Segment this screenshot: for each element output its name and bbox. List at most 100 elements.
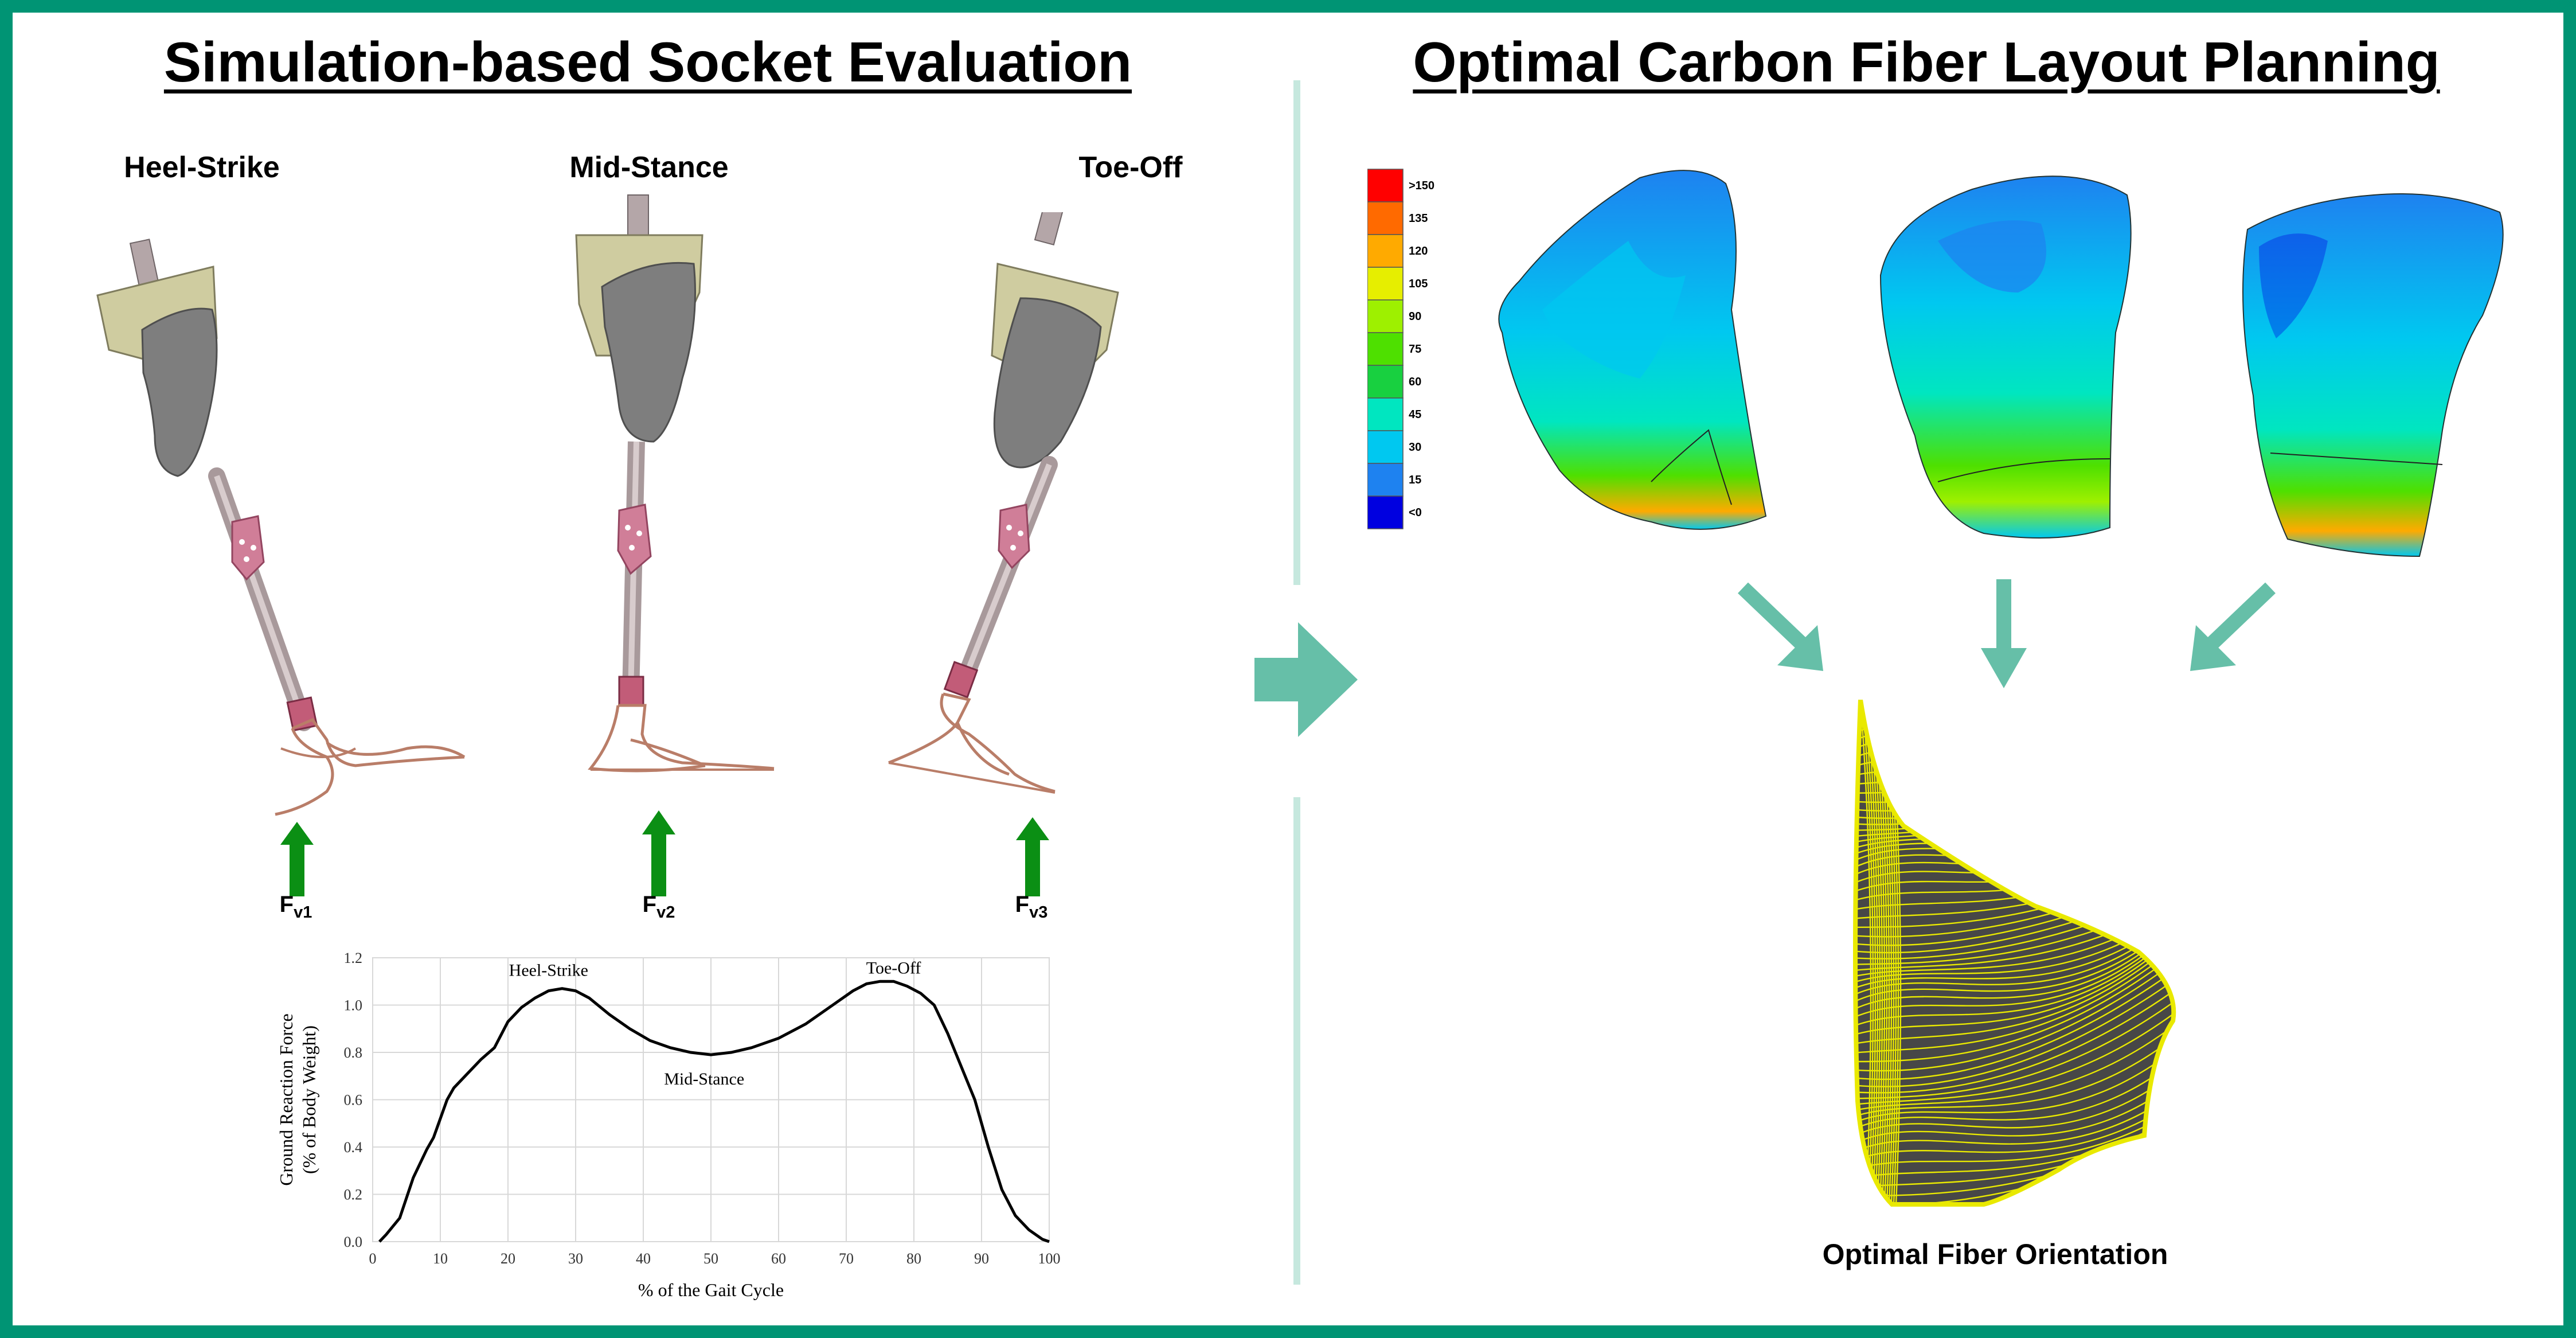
fiber-streamline — [1855, 939, 2174, 1055]
grf-series-line — [378, 980, 1050, 1243]
y-tick-label: 0.4 — [344, 1139, 363, 1156]
transition-arrow — [1254, 622, 1358, 737]
fiber-streamline — [1862, 700, 1874, 1204]
prosthesis-mid-stance — [575, 194, 775, 773]
fiber-streamline — [1855, 700, 2174, 772]
fiber-streamline — [1855, 1085, 2174, 1160]
colorbar-swatch — [1367, 463, 1404, 497]
prosthesis-toe-off — [888, 212, 1119, 794]
x-tick-label: 0 — [369, 1250, 377, 1267]
x-tick-label: 40 — [636, 1250, 651, 1267]
teal-arrow-right — [2190, 582, 2276, 671]
colorbar-swatch — [1367, 397, 1404, 431]
fiber-orientation-caption: Optimal Fiber Orientation — [1822, 1238, 2168, 1270]
fiber-streamline — [1855, 700, 2174, 764]
fiber-orientation-map — [1853, 700, 2176, 1207]
fiber-streamline — [1855, 700, 2174, 787]
colorbar-label: 105 — [1409, 278, 1428, 290]
fiber-streamline — [1855, 1095, 2174, 1167]
colorbar-label: 75 — [1409, 343, 1421, 356]
fiber-streamline — [1855, 700, 2174, 812]
fiber-streamline — [1869, 700, 1881, 1204]
y-tick-label: 0.8 — [344, 1044, 363, 1061]
fiber-streamline — [1855, 700, 2174, 720]
fiber-streamline — [1855, 923, 2174, 1033]
divider-top — [1293, 80, 1300, 585]
y-tick-label: 0.2 — [344, 1187, 363, 1203]
colorbar-label: >150 — [1409, 180, 1434, 192]
colorbar-label: 30 — [1409, 441, 1421, 454]
fiber-streamline — [1855, 916, 2174, 1018]
x-tick-label: 30 — [568, 1250, 583, 1267]
colorbar-label: <0 — [1409, 506, 1422, 519]
fiber-streamline — [1855, 700, 2174, 803]
annotation-toe-off: Toe-Off — [866, 958, 921, 977]
force-label-2: Fv2 — [642, 892, 675, 922]
colorbar-swatch — [1367, 201, 1404, 235]
fiber-streamline — [1855, 700, 2174, 794]
y-tick-label: 1.2 — [344, 950, 363, 966]
colorbar-swatch — [1367, 430, 1404, 464]
fiber-streamline — [1855, 911, 2174, 1003]
fiber-streamline — [1855, 700, 2174, 779]
fiber-streamline — [1855, 700, 2174, 735]
x-tick-label: 60 — [771, 1250, 786, 1267]
colorbar-label: 60 — [1409, 376, 1421, 388]
fiber-streamline — [1855, 700, 2174, 742]
colorbar-label: 45 — [1409, 408, 1421, 421]
x-tick-label: 80 — [906, 1250, 921, 1267]
fiber-streamline — [1855, 954, 2174, 1072]
colorbar-label: 135 — [1409, 212, 1428, 225]
x-tick-label: 70 — [839, 1250, 854, 1267]
left-panel-title: Simulation-based Socket Evaluation — [163, 30, 1132, 93]
stress-colorbar: >150 135 120 105 90 75 60 45 30 15 <0 — [1367, 169, 1434, 529]
colorbar-swatch — [1367, 365, 1404, 399]
colorbar-swatch — [1367, 234, 1404, 268]
x-tick-label: 100 — [1038, 1250, 1061, 1267]
colorbar-label: 90 — [1409, 310, 1421, 323]
stress-contour-socket-2 — [1879, 175, 2132, 539]
fiber-streamline — [1866, 700, 1879, 1204]
fiber-streamline — [1855, 701, 2174, 819]
fiber-streamline — [1859, 700, 1872, 1204]
stress-contour-socket-1 — [1498, 170, 1767, 530]
grf-chart: 0 10 20 30 40 50 60 70 80 90 100 0.0 0.2 0.4 0.6 0.8 1.0… — [276, 950, 1061, 1300]
colorbar-swatch — [1367, 332, 1404, 366]
fiber-streamline — [1855, 1064, 2174, 1145]
right-panel-title: Optimal Carbon Fiber Layout Planning — [1413, 30, 2440, 93]
phase-label-heel-strike: Heel-Strike — [124, 151, 280, 184]
force-arrow-2 — [642, 810, 675, 896]
fiber-streamline — [1855, 928, 2174, 1040]
colorbar-label: 120 — [1409, 245, 1428, 258]
y-tick-label: 0.6 — [344, 1092, 363, 1109]
colorbar-swatch — [1367, 267, 1404, 301]
x-tick-label: 10 — [433, 1250, 448, 1267]
fiber-streamline — [1864, 700, 1877, 1204]
fiber-streamline — [1855, 933, 2174, 1048]
phase-label-toe-off: Toe-Off — [1078, 151, 1183, 184]
fiber-streamline — [1855, 908, 2174, 996]
colorbar-swatch — [1367, 496, 1404, 529]
fiber-streamline — [1855, 946, 2174, 1063]
y-axis-label: Ground Reaction Force — [276, 1013, 296, 1185]
x-axis-label: % of the Gait Cycle — [638, 1280, 784, 1300]
divider-bottom — [1293, 797, 1300, 1285]
fiber-streamline — [1855, 1075, 2174, 1152]
colorbar-label: 15 — [1409, 474, 1421, 486]
x-tick-label: 50 — [703, 1250, 718, 1267]
fiber-streamline — [1855, 700, 2174, 757]
fiber-streamline — [1855, 920, 2174, 1025]
annotation-heel-strike: Heel-Strike — [509, 961, 588, 980]
force-label-3: Fv3 — [1015, 892, 1048, 922]
fiber-streamline — [1855, 700, 2174, 750]
colorbar-swatch — [1367, 169, 1404, 202]
fiber-streamline — [1855, 914, 2174, 1011]
teal-arrow-center — [1981, 579, 2027, 688]
force-arrow-3 — [1016, 817, 1049, 896]
chart-grid — [372, 957, 1050, 1242]
y-tick-label: 0.0 — [344, 1234, 363, 1250]
annotation-mid-stance: Mid-Stance — [664, 1070, 744, 1089]
force-arrow-1 — [280, 822, 314, 896]
force-label-1: Fv1 — [279, 892, 312, 922]
prosthesis-heel-strike — [96, 239, 466, 816]
